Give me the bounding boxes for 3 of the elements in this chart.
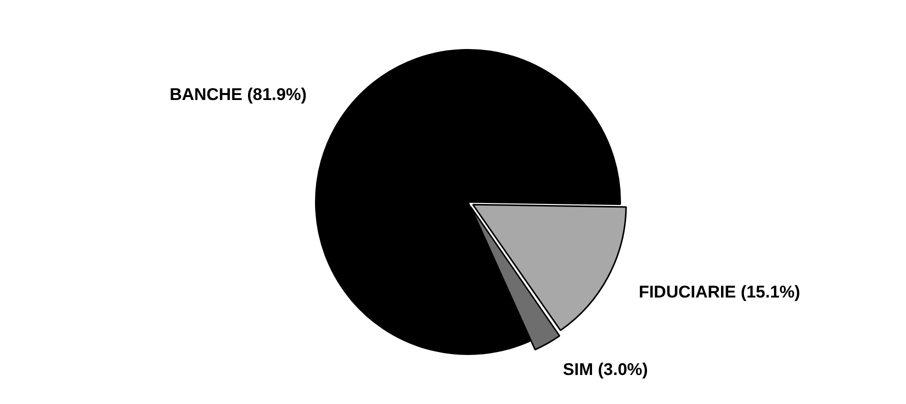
slice-label: SIM (3.0%) [562, 360, 648, 380]
slice-label: FIDUCIARIE (15.1%) [638, 282, 800, 302]
slice-label: BANCHE (81.9%) [170, 85, 307, 104]
